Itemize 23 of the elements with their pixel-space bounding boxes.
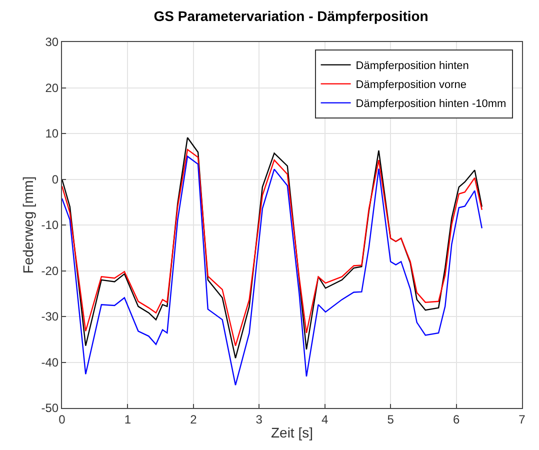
y-tick-label: 30 xyxy=(45,35,59,50)
y-tick-label: 0 xyxy=(52,172,59,186)
legend-label: Dämpferposition hinten xyxy=(356,60,469,72)
x-axis-title: Zeit [s] xyxy=(270,424,314,441)
y-axis-title: Federweg [mm] xyxy=(20,176,36,274)
y-tick-label: 10 xyxy=(45,126,59,141)
legend-label: Dämpferposition hinten -10mm xyxy=(356,98,506,110)
x-tick-label: 6 xyxy=(452,412,460,426)
x-tick-label: 1 xyxy=(124,412,132,426)
y-tick-label: 20 xyxy=(45,80,59,95)
y-tick-label: -50 xyxy=(41,401,59,416)
y-tick-label: -40 xyxy=(41,355,59,370)
legend-label: Dämpferposition vorne xyxy=(356,79,466,92)
y-tick-label: -30 xyxy=(41,310,59,324)
chart-title: GS Parametervariation - Dämpferposition xyxy=(154,8,428,24)
x-tick-label: 4 xyxy=(322,412,329,426)
x-tick-label: 7 xyxy=(518,412,526,426)
y-tick-label: -10 xyxy=(41,218,59,232)
x-tick-label: 5 xyxy=(387,412,394,426)
x-tick-label: 3 xyxy=(256,412,263,426)
y-tick-label: -20 xyxy=(41,264,59,278)
line-series xyxy=(62,156,483,386)
x-tick-label: 2 xyxy=(190,412,198,426)
